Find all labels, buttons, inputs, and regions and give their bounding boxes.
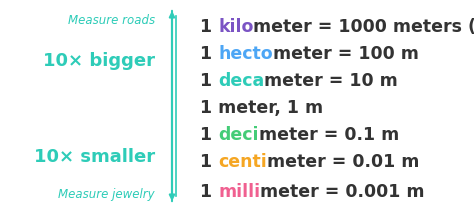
Text: milli: milli	[218, 183, 260, 201]
Text: kilo: kilo	[218, 18, 254, 36]
Text: 1: 1	[200, 153, 218, 171]
Text: deci: deci	[218, 126, 259, 144]
Text: 1: 1	[200, 18, 218, 36]
Text: 1: 1	[200, 126, 218, 144]
Text: 1: 1	[200, 45, 218, 63]
Text: 1 meter, 1 m: 1 meter, 1 m	[200, 99, 323, 117]
Text: meter = 0.001 m: meter = 0.001 m	[260, 183, 425, 201]
Text: Measure jewelry: Measure jewelry	[58, 188, 155, 201]
Text: Measure roads: Measure roads	[68, 14, 155, 27]
Text: meter = 1000 meters (m): meter = 1000 meters (m)	[254, 18, 474, 36]
Text: meter = 100 m: meter = 100 m	[273, 45, 419, 63]
Text: centi: centi	[218, 153, 267, 171]
Text: meter = 10 m: meter = 10 m	[264, 72, 398, 90]
Text: 1: 1	[200, 72, 218, 90]
Text: 10× bigger: 10× bigger	[43, 52, 155, 70]
Text: meter = 0.01 m: meter = 0.01 m	[267, 153, 419, 171]
Text: hecto: hecto	[218, 45, 273, 63]
Text: 1: 1	[200, 183, 218, 201]
Text: meter = 0.1 m: meter = 0.1 m	[259, 126, 399, 144]
Text: deca: deca	[218, 72, 264, 90]
Text: 10× smaller: 10× smaller	[34, 148, 155, 166]
